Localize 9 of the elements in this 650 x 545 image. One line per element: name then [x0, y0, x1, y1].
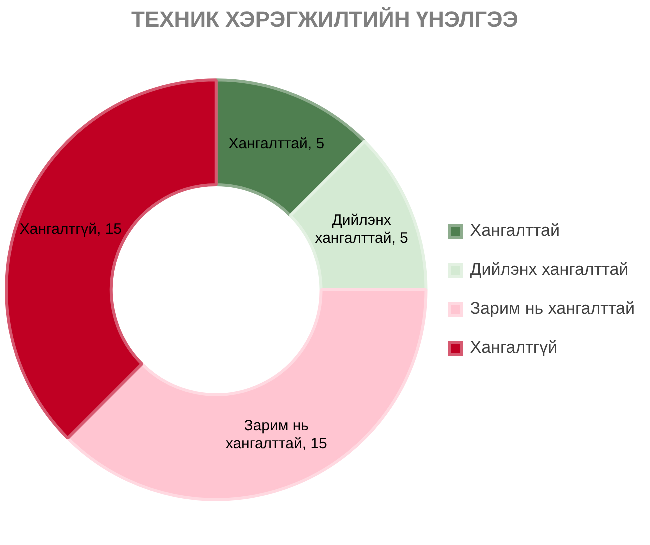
chart-title: ТЕХНИК ХЭРЭГЖИЛТИЙН ҮНЭЛГЭЭ — [130, 6, 520, 34]
legend-label: Зарим нь хангалттай — [470, 299, 636, 318]
data-label: Хангалттай, 5 — [228, 136, 325, 153]
data-label: Дийлэнх хангалттай, 5 — [315, 212, 408, 247]
legend-label: Хангалттай — [470, 221, 560, 240]
legend-label: Дийлэнх хангалттай — [470, 260, 629, 280]
legend-label: Хангалтгүй — [470, 338, 558, 358]
data-label: Хангалтгүй, 15 — [20, 220, 122, 238]
data-label: Зарим нь хангалттай, 15 — [226, 418, 328, 453]
